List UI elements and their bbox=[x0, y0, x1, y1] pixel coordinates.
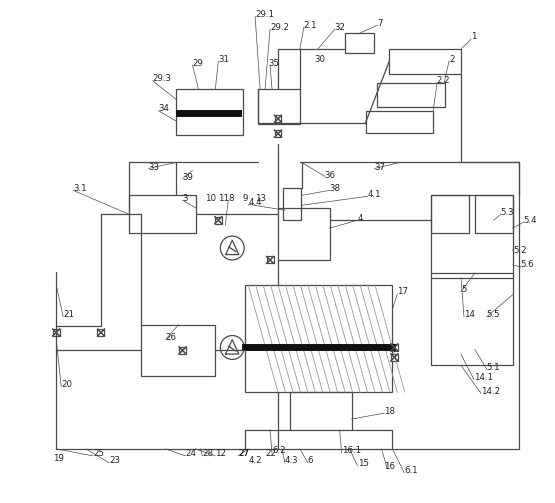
Text: 3: 3 bbox=[183, 194, 188, 203]
Text: 29.2: 29.2 bbox=[270, 23, 289, 32]
Text: 31: 31 bbox=[218, 54, 229, 63]
Bar bbox=[431, 278, 513, 365]
Text: 29.1: 29.1 bbox=[255, 10, 274, 19]
Bar bbox=[141, 324, 215, 376]
Text: 32: 32 bbox=[335, 23, 346, 32]
Text: 20: 20 bbox=[61, 380, 72, 389]
Text: 34: 34 bbox=[159, 104, 170, 113]
Text: 29: 29 bbox=[193, 58, 203, 67]
Text: 3.1: 3.1 bbox=[73, 184, 87, 193]
Text: 27: 27 bbox=[238, 449, 249, 458]
Text: 22: 22 bbox=[265, 449, 276, 458]
Text: 38: 38 bbox=[330, 184, 341, 193]
Text: 4.1: 4.1 bbox=[367, 190, 381, 199]
Bar bbox=[129, 195, 196, 233]
Text: 4.4: 4.4 bbox=[248, 198, 262, 207]
Bar bbox=[278, 208, 330, 260]
Bar bbox=[290, 392, 351, 430]
Text: 5.2: 5.2 bbox=[514, 245, 527, 255]
Text: 19: 19 bbox=[53, 454, 64, 463]
Text: 2.2: 2.2 bbox=[436, 76, 450, 86]
Text: 14: 14 bbox=[464, 310, 475, 319]
Text: 4.3: 4.3 bbox=[285, 456, 299, 465]
Bar bbox=[175, 89, 243, 135]
Text: 1: 1 bbox=[471, 32, 476, 41]
Bar bbox=[275, 115, 281, 122]
Bar bbox=[258, 89, 300, 124]
Text: 16.1: 16.1 bbox=[342, 446, 361, 455]
Text: 14.1: 14.1 bbox=[474, 373, 493, 382]
Text: 36: 36 bbox=[325, 171, 336, 180]
Text: 29.3: 29.3 bbox=[153, 74, 171, 83]
Text: 8: 8 bbox=[228, 194, 234, 203]
Text: 13: 13 bbox=[255, 194, 266, 203]
Text: 26: 26 bbox=[165, 333, 176, 342]
Text: 16: 16 bbox=[385, 462, 395, 471]
Text: 7: 7 bbox=[377, 19, 383, 28]
Text: 4.2: 4.2 bbox=[248, 456, 262, 465]
Bar bbox=[391, 344, 398, 351]
Text: 17: 17 bbox=[397, 287, 408, 296]
Text: 2: 2 bbox=[449, 54, 455, 63]
Bar bbox=[431, 195, 513, 273]
Bar bbox=[53, 329, 60, 336]
Bar bbox=[391, 354, 398, 361]
Bar bbox=[377, 83, 445, 107]
Bar bbox=[283, 188, 301, 220]
Text: 33: 33 bbox=[149, 163, 160, 172]
Bar bbox=[98, 329, 104, 336]
Bar bbox=[275, 130, 281, 137]
Text: 12: 12 bbox=[215, 449, 226, 458]
Text: 6.2: 6.2 bbox=[272, 446, 286, 455]
Bar bbox=[366, 111, 433, 133]
Text: 21: 21 bbox=[63, 310, 74, 319]
Text: 6: 6 bbox=[308, 456, 314, 465]
Bar bbox=[266, 257, 274, 264]
Text: 25: 25 bbox=[93, 449, 104, 458]
Text: 5.4: 5.4 bbox=[523, 216, 537, 225]
Text: 30: 30 bbox=[315, 54, 326, 63]
Text: 6.1: 6.1 bbox=[404, 466, 418, 475]
Bar bbox=[475, 195, 513, 233]
Bar bbox=[431, 195, 469, 233]
Text: 23: 23 bbox=[109, 456, 120, 465]
Text: 9: 9 bbox=[242, 194, 248, 203]
Bar bbox=[345, 33, 375, 53]
Text: 2.1: 2.1 bbox=[304, 21, 317, 30]
Text: 15: 15 bbox=[357, 459, 369, 468]
Text: 18: 18 bbox=[385, 406, 395, 415]
Text: 5.5: 5.5 bbox=[487, 310, 501, 319]
Text: 14.2: 14.2 bbox=[481, 387, 500, 396]
Text: 35: 35 bbox=[268, 58, 279, 67]
Text: 39: 39 bbox=[183, 173, 193, 182]
Bar bbox=[215, 217, 222, 224]
Bar bbox=[245, 285, 392, 392]
Text: 10: 10 bbox=[205, 194, 216, 203]
Text: 5: 5 bbox=[461, 285, 467, 294]
Text: 27: 27 bbox=[238, 449, 249, 458]
Text: 5.3: 5.3 bbox=[501, 208, 514, 217]
Text: 24: 24 bbox=[185, 449, 196, 458]
Text: 11: 11 bbox=[218, 194, 229, 203]
Bar bbox=[179, 347, 186, 354]
Text: 5.1: 5.1 bbox=[487, 363, 501, 372]
Text: 5.6: 5.6 bbox=[521, 261, 534, 270]
Bar bbox=[390, 49, 461, 74]
Text: 4: 4 bbox=[357, 214, 363, 223]
Text: 37: 37 bbox=[375, 163, 386, 172]
Text: 28: 28 bbox=[203, 449, 214, 458]
